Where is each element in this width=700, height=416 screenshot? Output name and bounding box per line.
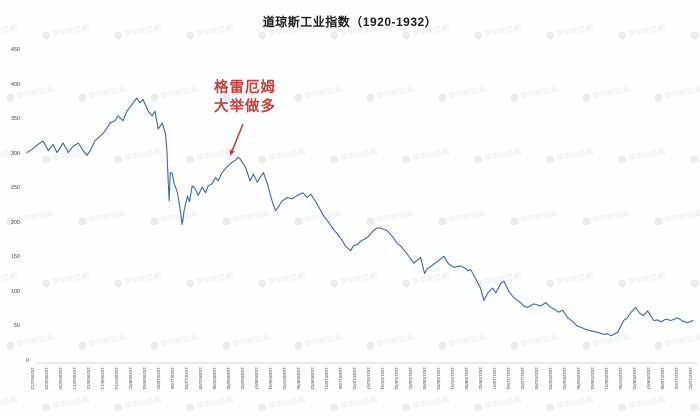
chart-title: 道琼斯工业指数（1920-1932） [262, 15, 438, 29]
x-tick-label: 1932/05/04 [590, 367, 595, 390]
x-tick-label: 1930/10/01 [324, 367, 329, 390]
x-tick-label: 1930/01/08 [198, 367, 203, 390]
x-tick-label: 1929/12/04 [184, 367, 189, 390]
y-tick-label: 150 [10, 254, 20, 261]
annotation-line-2: 大举做多 [214, 99, 276, 115]
x-tick-label: 1932/07/06 [618, 367, 623, 390]
x-tick-label: 1931/08/05 [464, 367, 469, 390]
price-line [26, 97, 694, 337]
annotation-arrowhead [229, 149, 235, 156]
x-tick-label: 1929/08/07 [128, 367, 133, 390]
x-tick-label: 1931/02/04 [380, 367, 385, 390]
x-tick-label: 1932/12/07 [688, 367, 693, 390]
x-tick-label: 1931/03/04 [394, 367, 399, 390]
x-tick-label: 1932/11/02 [674, 367, 679, 390]
x-tick-label: 1929/06/12 [100, 367, 105, 390]
x-tick-label: 1931/01/07 [366, 367, 371, 390]
y-tick-label: 250 [10, 185, 20, 192]
x-tick-label: 1931/05/06 [422, 367, 427, 390]
x-tick-label: 1929/02/20 [44, 367, 49, 390]
x-tick-label: 1932/01/06 [534, 367, 539, 390]
y-tick-label: 100 [10, 288, 20, 295]
y-tick-label: 350 [10, 116, 20, 123]
x-tick-label: 1932/04/06 [576, 367, 581, 390]
x-tick-label: 1930/02/05 [212, 367, 217, 390]
y-tick-label: 200 [10, 219, 20, 226]
x-tick-label: 1932/03/02 [562, 367, 567, 390]
x-tick-label: 1931/07/01 [450, 367, 455, 390]
x-tick-label: 1932/08/03 [632, 367, 637, 390]
x-tick-label: 1931/11/04 [506, 367, 511, 390]
y-tick-label: 300 [10, 150, 20, 157]
y-axis-labels: 450 400 350 300 250 200 150 100 50 0 [0, 0, 29, 416]
x-tick-label: 1929/04/17 [72, 367, 77, 390]
x-tick-label: 1931/06/03 [436, 367, 441, 390]
x-tick-label: 1930/06/04 [268, 367, 273, 390]
x-tick-label: 1932/02/03 [548, 367, 553, 390]
x-tick-label: 1932/06/01 [604, 367, 609, 390]
x-tick-label: 1932/10/05 [660, 367, 665, 390]
annotation-arrow [231, 123, 244, 151]
x-tick-label: 1931/12/02 [520, 367, 525, 390]
x-tick-label: 1929/05/15 [86, 367, 91, 390]
x-tick-label: 1929/03/20 [58, 367, 63, 390]
x-tick-label: 1929/10/02 [156, 367, 161, 390]
x-tick-label: 1931/04/01 [408, 367, 413, 390]
x-tick-label: 1929/11/06 [170, 367, 175, 390]
x-tick-label: 1929/01/23 [30, 367, 35, 390]
x-tick-label: 1930/07/02 [282, 367, 287, 390]
x-tick-label: 1932/09/07 [646, 367, 651, 390]
y-tick-label: 400 [10, 81, 20, 88]
annotation-line-1: 格雷厄姆 [214, 80, 276, 96]
y-tick-label: 50 [13, 323, 20, 330]
x-tick-label: 1930/04/02 [240, 367, 245, 390]
y-tick-label: 450 [10, 47, 20, 53]
x-tick-label: 1931/10/07 [492, 367, 497, 390]
x-tick-label: 1929/07/10 [114, 367, 119, 390]
x-tick-label: 1930/12/03 [352, 367, 357, 390]
x-tick-label: 1930/03/05 [226, 367, 231, 390]
x-tick-label: 1929/09/04 [142, 367, 147, 390]
y-tick-label: 0 [25, 358, 29, 364]
x-tick-label: 1930/09/03 [310, 367, 315, 390]
annotation-text: 格雷厄姆 大举做多 [214, 79, 276, 117]
x-tick-label: 1930/11/05 [338, 367, 343, 390]
x-tick-label: 1930/08/06 [296, 367, 301, 390]
x-tick-label: 1931/09/02 [478, 367, 483, 390]
x-tick-label: 1930/05/07 [254, 367, 259, 390]
